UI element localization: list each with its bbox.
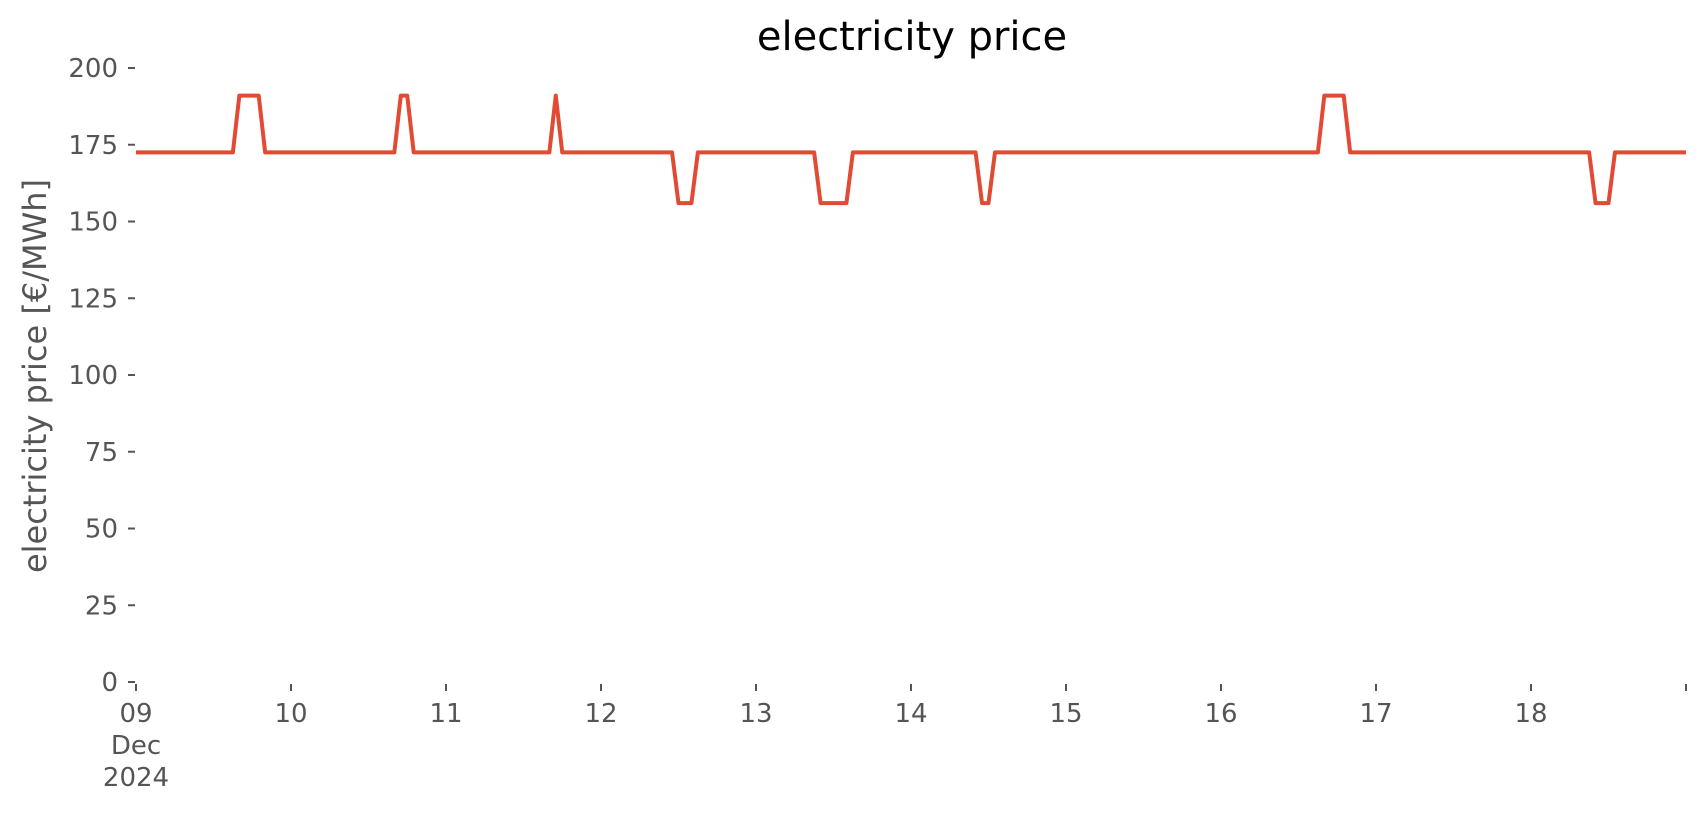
x-tick-label: 11 bbox=[429, 699, 462, 729]
y-tick-label: 200 bbox=[68, 54, 118, 84]
y-tick-label: 175 bbox=[68, 131, 118, 161]
y-tick-label: 0 bbox=[101, 668, 118, 698]
x-tick-label: 09 bbox=[119, 699, 152, 729]
price-series-line bbox=[136, 93, 1686, 206]
y-tick-label: 125 bbox=[68, 284, 118, 314]
plot-area bbox=[136, 93, 1686, 206]
x-tick-label: 14 bbox=[894, 699, 927, 729]
x-tick-label: 16 bbox=[1204, 699, 1237, 729]
x-tick-label: 15 bbox=[1049, 699, 1082, 729]
y-tick-label: 100 bbox=[68, 361, 118, 391]
x-tick-label: 17 bbox=[1359, 699, 1392, 729]
y-tick-label: 150 bbox=[68, 208, 118, 238]
y-tick-label: 75 bbox=[85, 438, 118, 468]
x-tick-label: 2024 bbox=[103, 763, 169, 793]
x-tick-label: 18 bbox=[1514, 699, 1547, 729]
x-tick-label: 10 bbox=[274, 699, 307, 729]
chart-title: electricity price bbox=[757, 14, 1067, 60]
y-tick-label: 25 bbox=[85, 591, 118, 621]
y-axis-label: electricity price [€/MWh] bbox=[16, 179, 54, 573]
x-tick-label: 12 bbox=[584, 699, 617, 729]
x-tick-label: 13 bbox=[739, 699, 772, 729]
x-tick-label: Dec bbox=[111, 731, 161, 761]
y-tick-label: 50 bbox=[85, 515, 118, 545]
y-axis: 0 25 50 75 100 125 150 175 200 bbox=[68, 54, 135, 698]
